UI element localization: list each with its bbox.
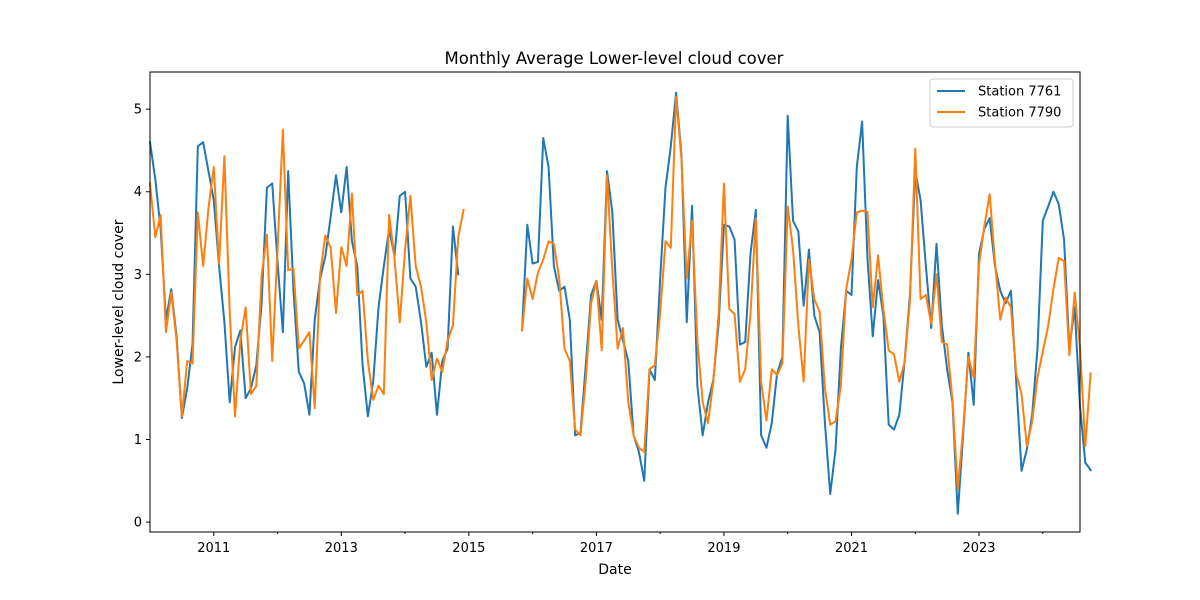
x-tick-label: 2023 (962, 541, 995, 556)
y-tick-label: 1 (134, 433, 142, 448)
series-line-2 (148, 95, 1092, 491)
y-tick-label: 4 (134, 185, 142, 200)
y-tick-label: 0 (134, 516, 142, 531)
x-tick-label: 2013 (325, 541, 358, 556)
x-tick-label: 2021 (835, 541, 868, 556)
x-tick-label: 2011 (197, 541, 230, 556)
x-axis: 2011 2013 2015 2017 2019 2021 2023 (197, 532, 1044, 556)
y-tick-label: 3 (134, 268, 142, 283)
x-tick-label: 2015 (452, 541, 485, 556)
series-line-1 (148, 91, 1093, 515)
x-tick-label: 2017 (580, 541, 613, 556)
legend: Station 7761 Station 7790 (929, 78, 1074, 128)
legend-box (929, 78, 1074, 128)
x-axis-label: Date (598, 562, 631, 578)
legend-label-2: Station 7790 (978, 106, 1061, 121)
chart-title: Monthly Average Lower-level cloud cover (445, 49, 784, 68)
y-axis-label: Lower-level cloud cover (111, 219, 127, 384)
y-axis: 0 1 2 3 4 5 (134, 103, 150, 531)
y-tick-label: 2 (134, 350, 142, 365)
x-tick-label: 2019 (707, 541, 740, 556)
series-layer (148, 91, 1093, 515)
plot-frame (149, 71, 1081, 533)
y-tick-label: 5 (134, 103, 142, 118)
legend-label-1: Station 7761 (978, 85, 1061, 100)
